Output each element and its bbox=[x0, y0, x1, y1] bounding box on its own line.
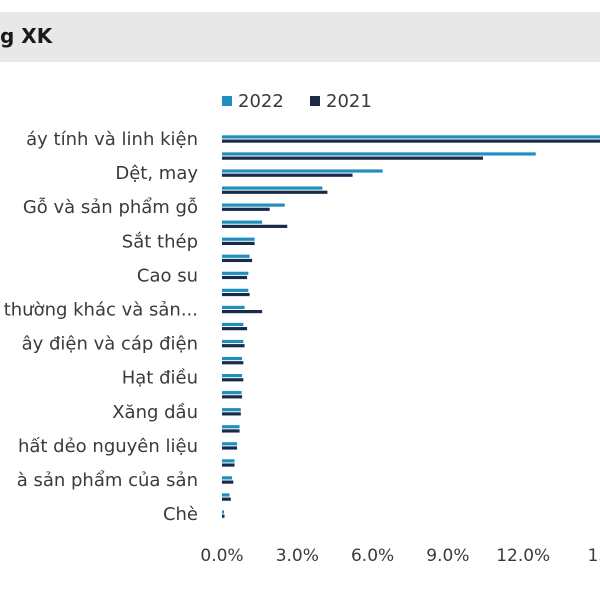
bar-2021-19 bbox=[222, 463, 235, 467]
bar-2022-15 bbox=[222, 391, 242, 395]
category-label: Hạt điều bbox=[122, 368, 198, 389]
category-label: hất dẻo nguyên liệu bbox=[18, 436, 198, 457]
bar-2022-13 bbox=[222, 356, 243, 361]
category-label: áy tính và linh kiện bbox=[26, 129, 198, 150]
category-label: à sản phẩm của sản bbox=[17, 470, 198, 491]
bar-2021-12 bbox=[222, 344, 245, 348]
bar-2021-0 bbox=[222, 139, 600, 143]
bar-2021-21 bbox=[222, 497, 231, 501]
bar-2022-17 bbox=[222, 425, 240, 429]
bar-2021-22 bbox=[222, 514, 225, 518]
x-tick-label: 12.0% bbox=[496, 546, 550, 566]
category-label: ây điện và cáp điện bbox=[22, 334, 198, 355]
bar-2022-8 bbox=[222, 271, 249, 275]
category-label: Sắt thép bbox=[122, 231, 198, 252]
bar-2022-6 bbox=[222, 237, 255, 241]
category-label: Dệt, may bbox=[115, 163, 198, 184]
bar-2021-16 bbox=[222, 412, 241, 416]
bar-2021-15 bbox=[222, 395, 243, 399]
bar-2022-2 bbox=[222, 169, 383, 173]
bar-2021-2 bbox=[222, 173, 353, 177]
bar-2021-17 bbox=[222, 429, 240, 433]
bar-2021-5 bbox=[222, 224, 288, 228]
bar-2022-11 bbox=[222, 322, 244, 327]
chart-title: g XK bbox=[0, 24, 53, 48]
bar-2021-1 bbox=[222, 156, 484, 160]
bar-2022-1 bbox=[222, 152, 536, 156]
x-tick-label: 9.0% bbox=[426, 546, 469, 566]
bar-2021-18 bbox=[222, 446, 238, 450]
bar-2022-10 bbox=[222, 305, 245, 309]
bar-2021-4 bbox=[222, 207, 270, 211]
bar-2022-22 bbox=[222, 510, 225, 514]
x-tick-label: 6.0% bbox=[351, 546, 394, 566]
bar-2021-11 bbox=[222, 327, 248, 331]
x-tick-label: 0.0% bbox=[200, 546, 243, 566]
category-label: thường khác và sản... bbox=[4, 300, 198, 321]
bar-2021-6 bbox=[222, 241, 255, 245]
bar-2022-12 bbox=[222, 339, 244, 344]
x-tick-label: 3.0% bbox=[276, 546, 319, 566]
category-label: Chè bbox=[163, 504, 198, 525]
bar-2021-9 bbox=[222, 292, 250, 297]
bar-2022-20 bbox=[222, 476, 233, 480]
bar-2021-13 bbox=[222, 361, 244, 365]
category-label: Xăng dầu bbox=[112, 402, 198, 423]
bar-2021-20 bbox=[222, 480, 234, 484]
bar-2022-5 bbox=[222, 220, 263, 224]
bar-2022-7 bbox=[222, 254, 250, 258]
bar-2022-18 bbox=[222, 442, 238, 446]
bar-2021-8 bbox=[222, 275, 248, 280]
bar-2021-7 bbox=[222, 258, 253, 263]
bar-2022-21 bbox=[222, 493, 230, 497]
bar-2021-10 bbox=[222, 310, 263, 314]
bar-2021-3 bbox=[222, 190, 328, 194]
x-tick-label: 15 bbox=[588, 546, 600, 566]
bar-2022-0 bbox=[222, 135, 600, 139]
title-bar bbox=[0, 12, 600, 62]
bar-2022-14 bbox=[222, 374, 243, 378]
bar-2022-9 bbox=[222, 288, 249, 292]
category-label: Cao su bbox=[137, 265, 198, 286]
legend-label-2022: 2022 bbox=[238, 91, 284, 112]
bar-2022-16 bbox=[222, 408, 241, 412]
category-label: Gỗ và sản phẩm gỗ bbox=[23, 197, 198, 218]
bar-2022-4 bbox=[222, 203, 285, 207]
bar-2022-19 bbox=[222, 459, 235, 463]
bar-2021-14 bbox=[222, 378, 244, 382]
legend-swatch-2022 bbox=[222, 96, 232, 106]
bar-2022-3 bbox=[222, 186, 323, 190]
legend-swatch-2021 bbox=[310, 96, 320, 106]
legend-label-2021: 2021 bbox=[326, 91, 372, 112]
